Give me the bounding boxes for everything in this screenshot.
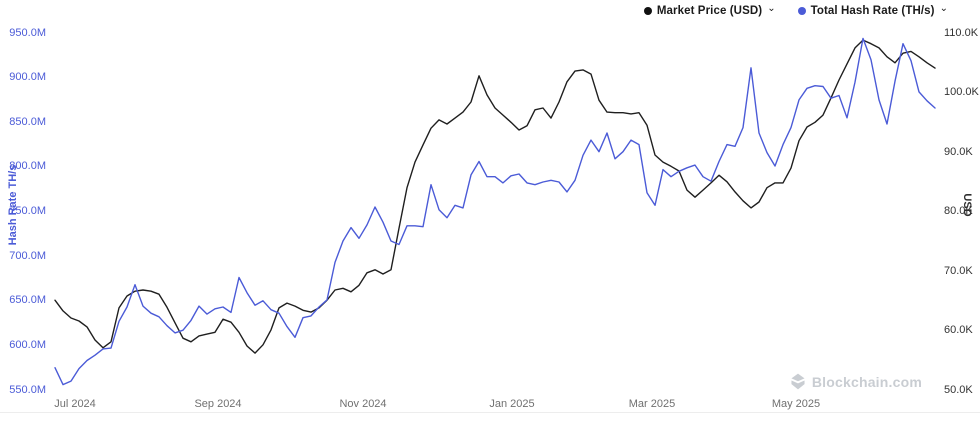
legend-label-market-price: Market Price (USD)	[656, 5, 763, 17]
watermark-text: Blockchain.com	[811, 373, 922, 390]
x-axis-tick-label: Mar 2025	[628, 398, 676, 410]
hash-rate-line	[54, 37, 936, 386]
right-axis-tick-label: 80.0K	[944, 205, 973, 217]
right-axis-tick-label: 60.0K	[944, 324, 973, 336]
blockchain-watermark: Blockchain.com	[790, 373, 922, 390]
chevron-down-icon: ⌄	[939, 2, 948, 14]
chart-legend: Market Price (USD) ⌄ Total Hash Rate (TH…	[643, 2, 948, 17]
market-price-line	[54, 39, 936, 354]
left-axis-tick-label: 900.0M	[9, 71, 46, 84]
blockchain-logo-icon	[791, 373, 805, 390]
left-axis-tick-label: 650.0M	[9, 294, 46, 307]
left-axis-tick-label: 850.0M	[9, 115, 46, 128]
bottom-divider	[0, 412, 980, 413]
left-axis-tick-label: 700.0M	[9, 249, 46, 262]
x-axis-tick-label: May 2025	[771, 398, 821, 410]
right-axis-tick-label: 50.0K	[944, 383, 973, 396]
hash-rate-dot-icon	[797, 7, 806, 15]
legend-item-total-hash-rate[interactable]: Total Hash Rate (TH/s) ⌄	[797, 2, 948, 17]
x-axis-tick-label: Jul 2024	[54, 398, 96, 410]
left-axis-tick-label: 800.0M	[9, 160, 46, 173]
legend-label-total-hash-rate: Total Hash Rate (TH/s)	[810, 5, 935, 17]
left-axis-tick-label: 550.0M	[9, 383, 46, 396]
x-axis-tick-label: Jan 2025	[489, 398, 535, 410]
right-axis-tick-label: 70.0K	[944, 264, 973, 277]
legend-item-market-price[interactable]: Market Price (USD) ⌄	[643, 2, 776, 17]
x-axis-tick-label: Nov 2024	[339, 398, 387, 410]
chevron-down-icon: ⌄	[767, 2, 776, 14]
left-axis-tick-label: 600.0M	[9, 338, 46, 351]
right-axis-tick-label: 90.0K	[944, 145, 973, 158]
left-axis-tick-label: 750.0M	[9, 205, 46, 217]
market-price-dot-icon	[643, 7, 652, 15]
right-axis-tick-label: 100.0K	[944, 86, 979, 98]
x-axis-tick-label: Sep 2024	[194, 398, 242, 410]
left-axis-tick-label: 950.0M	[9, 26, 46, 39]
right-axis-tick-label: 110.0K	[944, 26, 979, 39]
